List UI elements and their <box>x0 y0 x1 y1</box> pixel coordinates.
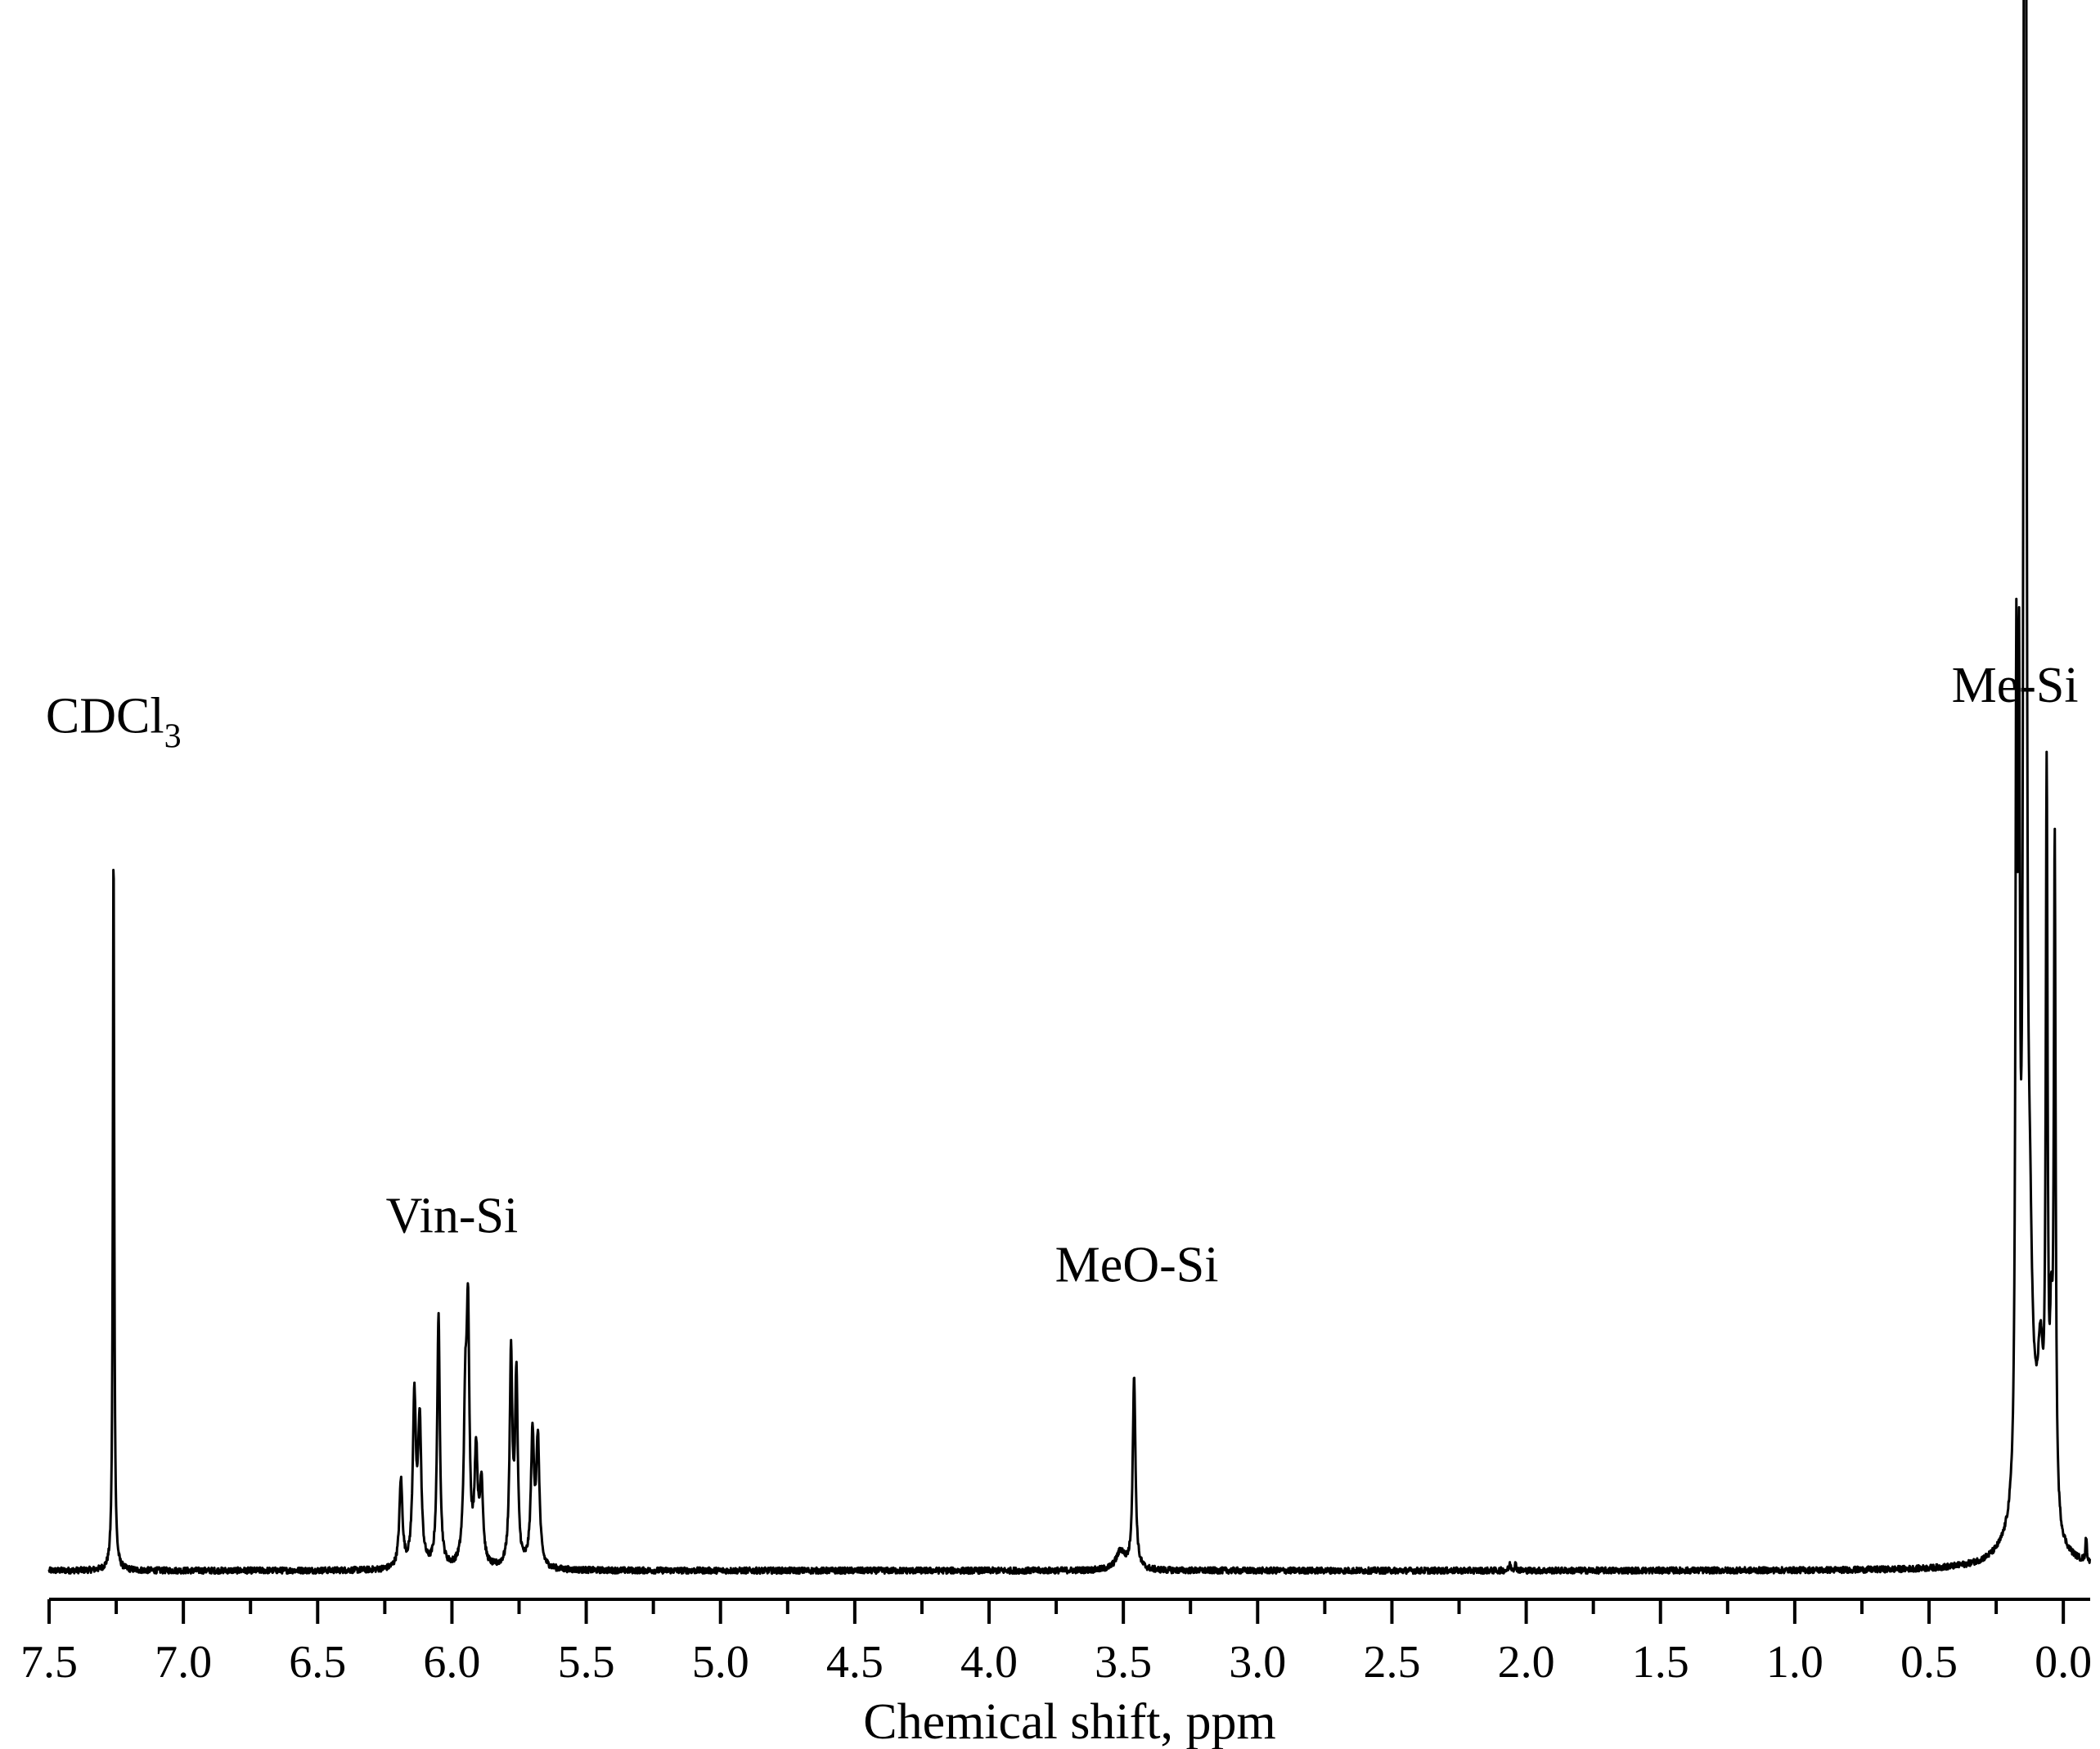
x-tick-label: 4.0 <box>960 1637 1018 1688</box>
annotation-meosi: MeO-Si <box>1055 1238 1219 1293</box>
plot-layer <box>47 0 2092 1576</box>
x-tick-label: 5.5 <box>558 1637 615 1688</box>
x-tick-label: 5.0 <box>692 1637 749 1688</box>
x-tick-label: 1.0 <box>1766 1637 1823 1688</box>
annotation-mesi: Me-Si <box>1952 658 2079 713</box>
x-tick-label: 3.0 <box>1229 1637 1286 1688</box>
spectrum-line <box>47 0 2092 1576</box>
x-axis-title: Chemical shift, ppm <box>863 1694 1276 1749</box>
x-tick-label: 7.0 <box>155 1637 212 1688</box>
x-tick-label: 2.0 <box>1498 1637 1555 1688</box>
x-tick-label: 6.5 <box>289 1637 346 1688</box>
x-axis: 7.5 7.0 6.5 6.0 5.5 5.0 4.5 4.0 3.5 3.0 2.5 2.0 1.5 1… <box>20 1598 2092 1688</box>
x-tick-label: 1.5 <box>1632 1637 1689 1688</box>
annotation-vinsi: Vin-Si <box>386 1188 519 1243</box>
x-tick-label: 6.0 <box>423 1637 480 1688</box>
x-tick-label: 0.0 <box>2035 1637 2092 1688</box>
x-tick-label: 7.5 <box>20 1637 78 1688</box>
annotation-cdcl3: CDCl3 <box>46 688 182 755</box>
x-tick-label: 0.5 <box>1900 1637 1958 1688</box>
peak-annotations: CDCl3 Vin-Si MeO-Si Me-Si <box>46 658 2079 1293</box>
x-tick-label: 4.5 <box>826 1637 884 1688</box>
x-tick-label: 3.5 <box>1095 1637 1152 1688</box>
x-tick-label: 2.5 <box>1363 1637 1420 1688</box>
